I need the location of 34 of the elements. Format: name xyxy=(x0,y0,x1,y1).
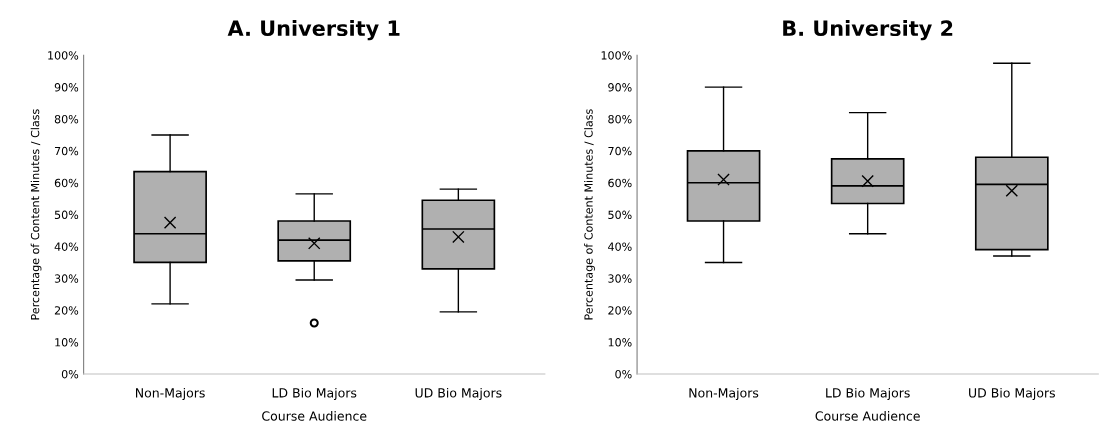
y-axis-title: Percentage of Content Minutes / Class xyxy=(30,109,42,320)
y-tick-label: 40% xyxy=(54,242,79,251)
y-tick-label: 80% xyxy=(54,114,79,124)
y-tick-label: 60% xyxy=(608,178,632,188)
x-axis-title: Course Audience xyxy=(815,411,920,421)
chart-title: A. University 1 xyxy=(227,19,400,41)
y-tick-label: 50% xyxy=(608,210,632,219)
y-tick-label: 70% xyxy=(608,146,632,156)
y-tick-label: 20% xyxy=(54,306,79,315)
chart-title: B. University 2 xyxy=(783,19,953,41)
y-tick-label: 90% xyxy=(54,83,79,92)
x-tick-label: UD Bio Majors xyxy=(415,387,502,400)
y-tick-label: 0% xyxy=(615,369,632,379)
x-tick-label: LD Bio Majors xyxy=(272,387,357,400)
y-tick-label: 100% xyxy=(601,51,632,60)
y-tick-label: 20% xyxy=(608,306,632,315)
y-tick-label: 50% xyxy=(54,210,79,219)
x-tick-label: LD Bio Majors xyxy=(826,387,910,400)
y-tick-label: 100% xyxy=(48,51,79,60)
x-tick-label: Non-Majors xyxy=(136,387,205,400)
y-tick-label: 90% xyxy=(608,83,632,92)
y-tick-label: 80% xyxy=(608,114,632,124)
y-tick-label: 70% xyxy=(54,146,79,156)
y-tick-label: 60% xyxy=(54,178,79,188)
y-tick-label: 10% xyxy=(608,338,632,347)
y-axis-title: Percentage of Content Minutes / Class xyxy=(584,109,595,320)
x-axis-title: Course Audience xyxy=(262,411,367,421)
y-tick-label: 0% xyxy=(61,369,79,379)
x-tick-label: Non-Majors xyxy=(689,387,759,400)
y-tick-label: 40% xyxy=(608,242,632,251)
y-tick-label: 30% xyxy=(608,274,632,283)
x-tick-label: UD Bio Majors xyxy=(969,387,1056,400)
y-tick-label: 10% xyxy=(55,338,79,347)
y-tick-label: 30% xyxy=(54,274,79,283)
